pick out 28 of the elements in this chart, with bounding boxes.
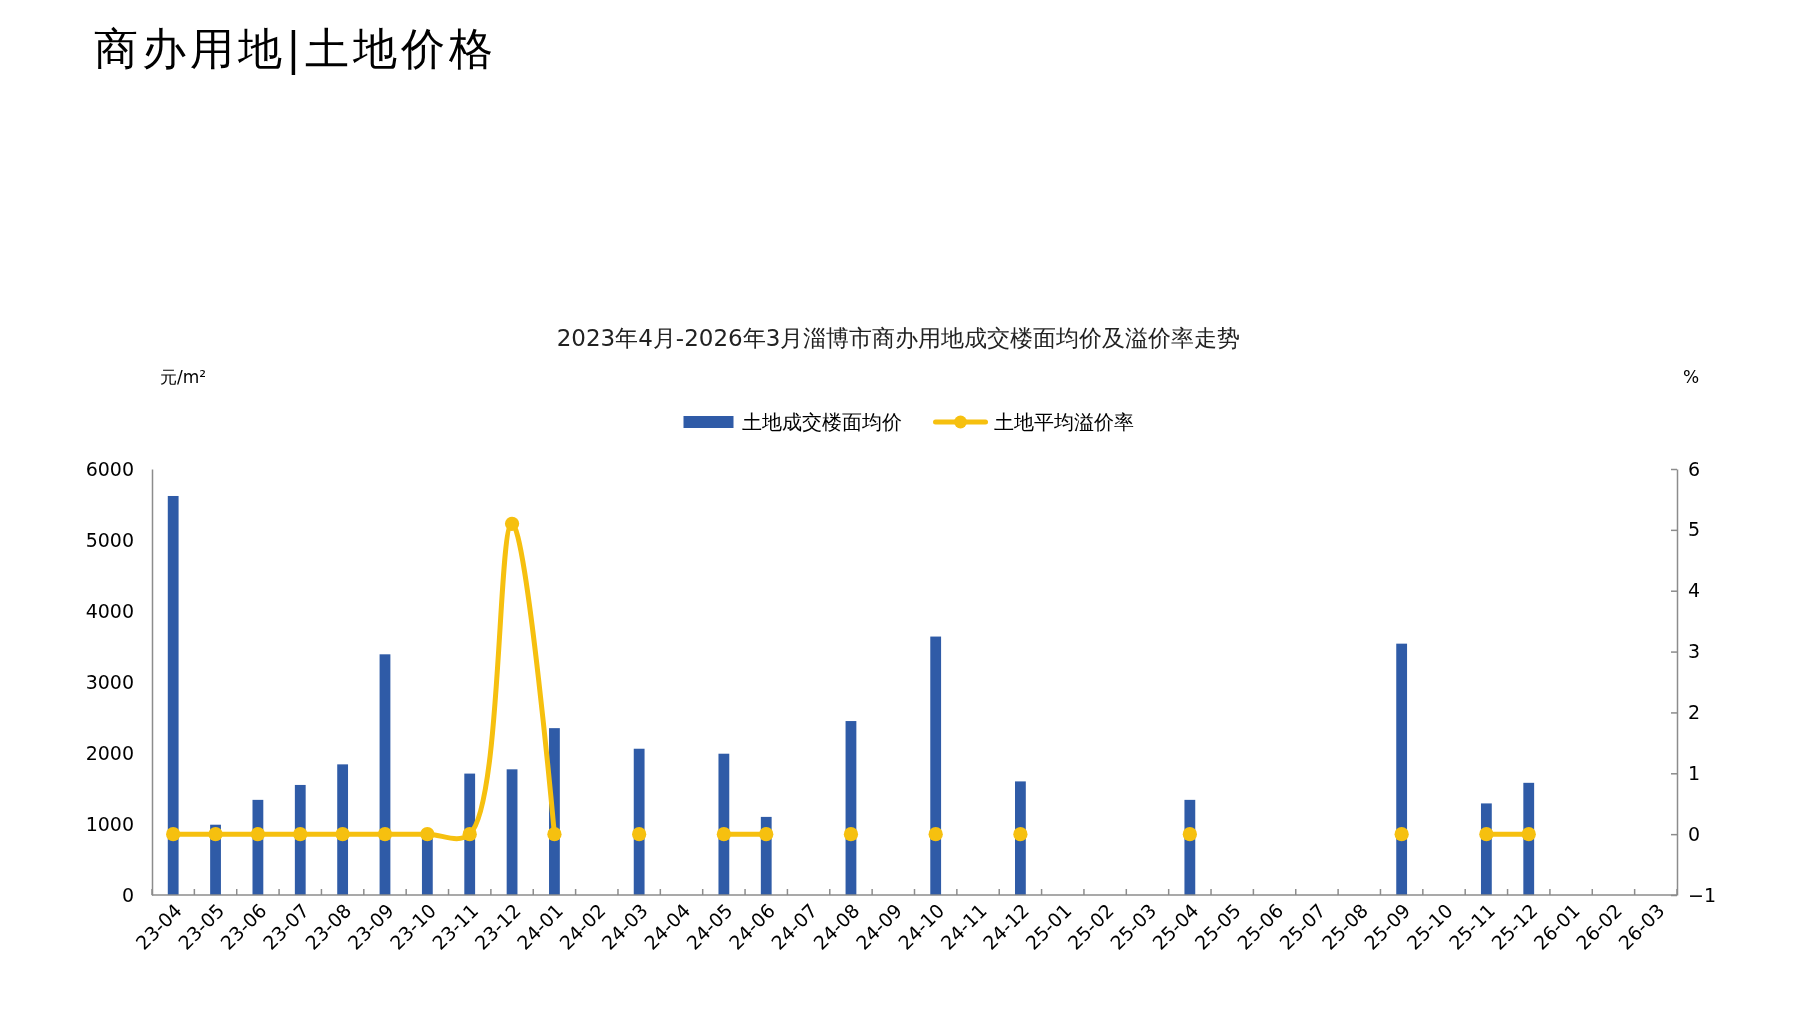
y2-tick-label: 4 [1688,579,1701,602]
chart-subtitle: 2023年4月-2026年3月淄博市商办用地成交楼面均价及溢价率走势 [556,325,1241,351]
y2-tick-label: 5 [1688,518,1701,541]
bar [633,748,645,895]
bar [1396,643,1408,895]
y-tick-label: 2000 [85,741,134,764]
y2-tick-label: 6 [1688,457,1701,480]
legend-label: 土地成交楼面均价 [741,410,902,434]
legend-label: 土地平均溢价率 [993,410,1134,434]
y2-tick-label: 0 [1688,822,1701,845]
y-tick-label: 4000 [85,599,134,622]
y2-tick-label: 3 [1688,640,1701,663]
y2-tick-label: 2 [1688,701,1701,724]
y2-axis-title: % [1683,367,1700,387]
y-tick-label: 3000 [85,670,134,693]
y2-tick-label: −1 [1688,883,1717,906]
y-tick-label: 5000 [85,528,134,551]
chart-title: 商办用地|土地价格 [94,23,497,75]
bar [506,769,518,895]
bar [930,636,942,895]
y-tick-label: 1000 [85,812,134,835]
bar [718,753,730,895]
y-tick-label: 6000 [85,457,134,480]
bar [337,764,349,895]
y2-tick-label: 1 [1688,761,1701,784]
y-tick-label: 0 [121,883,134,906]
bar [167,495,179,895]
y-axis-title: 元/m² [160,367,207,387]
